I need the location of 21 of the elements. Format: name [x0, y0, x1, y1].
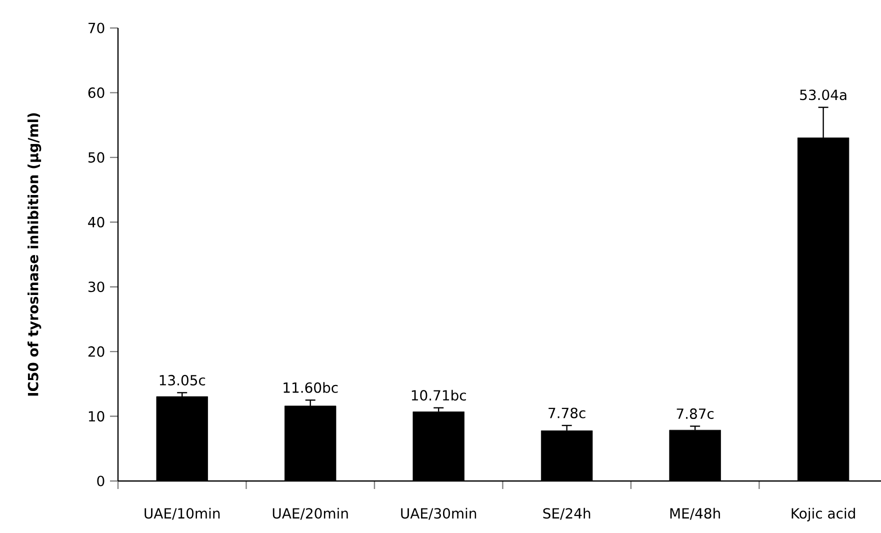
x-tick-label: ME/48h: [670, 508, 720, 520]
y-tick-label: 20: [88, 346, 104, 357]
y-tick-label: 50: [88, 152, 104, 163]
data-label: 7.78c: [548, 408, 586, 418]
data-label: 10.71bc: [412, 390, 466, 401]
y-tick-label: 0: [97, 476, 104, 486]
y-tick-label: 10: [88, 411, 104, 422]
y-tick-label: 60: [88, 87, 104, 98]
data-label: 53.04a: [800, 90, 846, 100]
x-tick-label: UAE/30min: [401, 508, 476, 520]
y-tick-label: 40: [88, 216, 104, 228]
y-axis-title: IC50 of tyrosinase inhibition (µg/ml): [28, 113, 42, 396]
x-tick-label: Kojic acid: [792, 508, 855, 522]
x-tick-label: SE/24h: [543, 508, 590, 520]
data-label: 11.60bc: [284, 382, 338, 393]
x-tick-label: UAE/20min: [272, 508, 348, 520]
y-tick-label: 30: [88, 282, 104, 292]
x-tick-label: UAE/10min: [144, 508, 220, 520]
data-label: 7.87c: [676, 408, 714, 419]
data-label: 13.05c: [160, 374, 206, 386]
y-tick-label: 70: [88, 22, 104, 34]
